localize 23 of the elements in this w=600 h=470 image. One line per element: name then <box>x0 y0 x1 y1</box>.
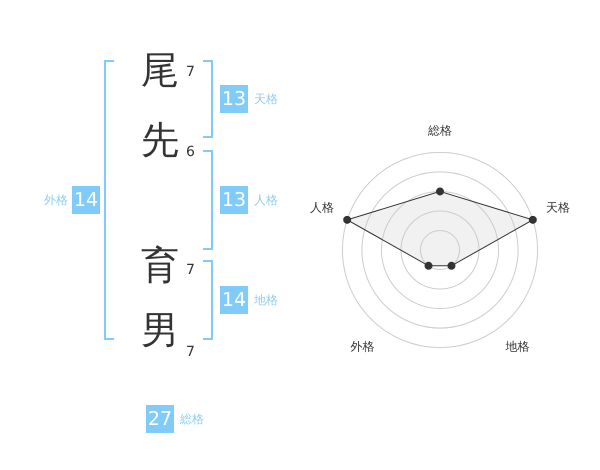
text: 総格 <box>180 412 204 426</box>
spoke-label: 総格 <box>427 123 452 138</box>
category-label: 育 <box>140 243 180 287</box>
data-label: 6 <box>186 144 195 160</box>
text: 地格 <box>254 293 278 307</box>
spoke-label: 外格 <box>350 340 374 354</box>
category-label: 先 <box>140 118 180 162</box>
data-label: 7 <box>186 64 195 80</box>
data-label: 7 <box>186 344 195 360</box>
spoke-label: 人格 <box>310 200 334 214</box>
text: 人格 <box>254 193 278 207</box>
category-label: 尾 <box>140 48 180 92</box>
category-label: 男 <box>140 308 180 352</box>
text: 14 <box>220 286 248 314</box>
spoke-label: 地格 <box>504 340 530 354</box>
text: 14 <box>72 186 100 214</box>
data-label: 7 <box>186 262 195 278</box>
text: 天格 <box>254 92 278 106</box>
text: 外格 <box>43 193 68 207</box>
text: 13 <box>220 85 248 113</box>
spoke-label: 天格 <box>546 200 570 214</box>
text: 13 <box>220 186 248 214</box>
text: 27 <box>146 405 174 433</box>
